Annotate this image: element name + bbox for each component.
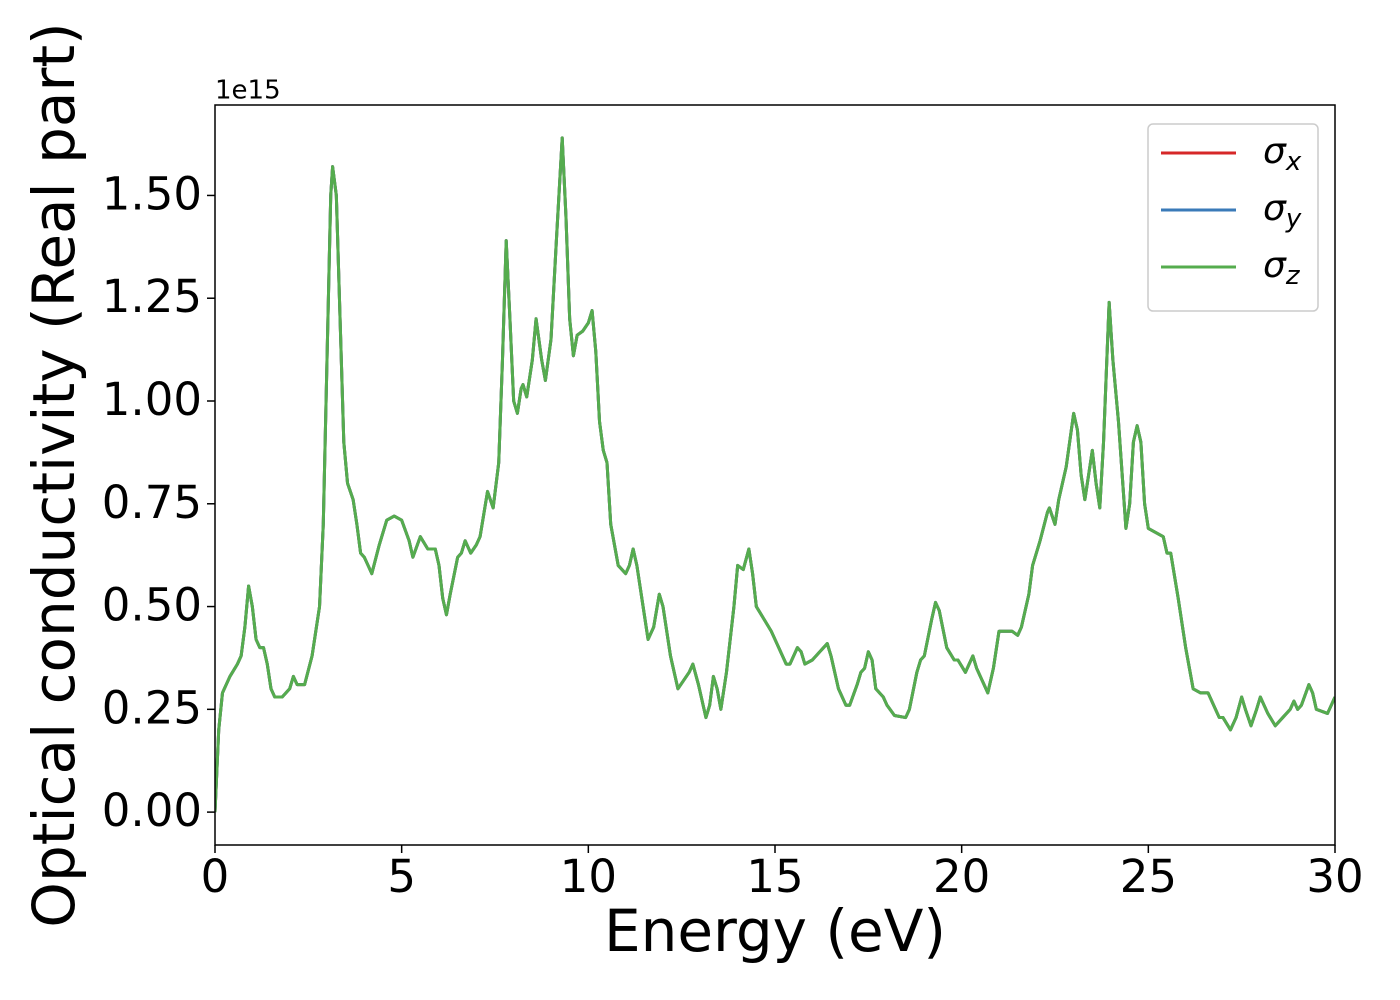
x-tick-label: 20 (933, 850, 990, 903)
legend-label: σx (1263, 131, 1302, 177)
plot-lines (215, 136, 1335, 813)
legend-box (1147, 123, 1319, 312)
data-line (215, 136, 1335, 813)
x-tick-label: 15 (746, 850, 803, 903)
y-tick-label: 1.00 (102, 373, 202, 426)
y-tick-label: 0.50 (102, 579, 202, 632)
y-tick-label: 0.00 (102, 784, 202, 837)
y-tick-label: 1.25 (102, 270, 202, 323)
legend-label: σz (1263, 245, 1301, 291)
plot-frame (214, 104, 1336, 846)
x-axis-label: Energy (eV) (604, 897, 946, 965)
y-tick-label: 0.75 (102, 476, 202, 529)
y-tick-label: 1.50 (102, 167, 202, 220)
y-offset-label: 1e15 (215, 76, 281, 106)
x-tick-label: 5 (387, 850, 416, 903)
x-tick-label: 25 (1120, 850, 1177, 903)
x-tick-label: 0 (201, 850, 230, 903)
y-axis-label: Optical conductivity (Real part) (20, 22, 88, 927)
x-tick-label: 10 (560, 850, 617, 903)
legend-label: σy (1263, 188, 1302, 234)
x-tick-label: 30 (1306, 850, 1363, 903)
y-tick-label: 0.25 (102, 681, 202, 734)
